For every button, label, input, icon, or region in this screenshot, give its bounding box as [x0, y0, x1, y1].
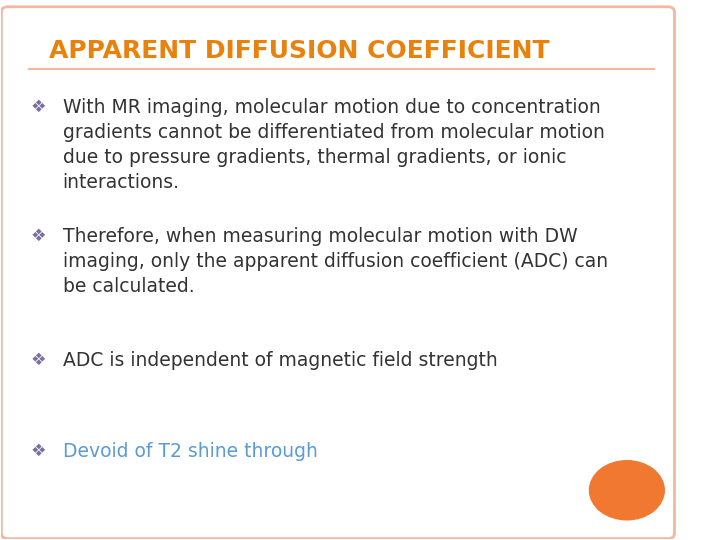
Text: ADC is independent of magnetic field strength: ADC is independent of magnetic field str…	[63, 350, 498, 369]
FancyBboxPatch shape	[1, 7, 675, 538]
Text: Devoid of T2 shine through: Devoid of T2 shine through	[63, 442, 318, 461]
Text: ❖: ❖	[31, 350, 47, 369]
Text: ❖: ❖	[31, 442, 47, 460]
Text: Therefore, when measuring molecular motion with DW
imaging, only the apparent di: Therefore, when measuring molecular moti…	[63, 227, 608, 296]
Text: ❖: ❖	[31, 227, 47, 245]
Text: APPARENT DIFFUSION COEFFICIENT: APPARENT DIFFUSION COEFFICIENT	[49, 39, 549, 63]
Text: ❖: ❖	[31, 98, 47, 116]
Circle shape	[590, 461, 665, 520]
Text: With MR imaging, molecular motion due to concentration
gradients cannot be diffe: With MR imaging, molecular motion due to…	[63, 98, 605, 192]
